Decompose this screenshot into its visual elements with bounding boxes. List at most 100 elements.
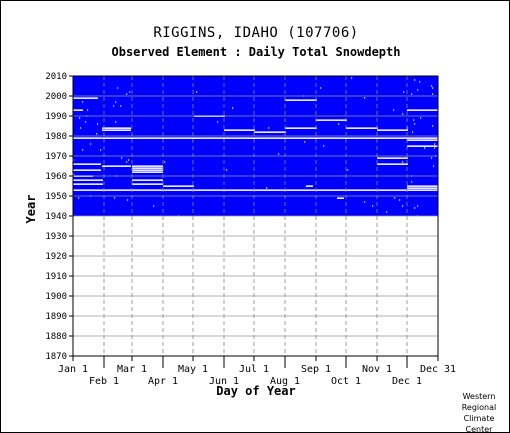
y-tick-label: 1910 [45, 272, 67, 282]
missing-segment [163, 185, 194, 187]
missing-day [113, 189, 115, 191]
missing-day [268, 127, 270, 129]
missing-day [217, 121, 219, 123]
observed-data-block [73, 76, 438, 216]
missing-day [403, 91, 405, 93]
missing-day [108, 127, 110, 129]
y-axis-label: Year [24, 195, 38, 224]
missing-day [407, 127, 409, 129]
x-tick-label: Aug 1 [270, 376, 300, 387]
missing-day [414, 79, 416, 81]
missing-day [424, 147, 426, 149]
missing-day [386, 211, 388, 213]
missing-segment [132, 167, 163, 169]
missing-day [153, 205, 155, 207]
missing-day [128, 159, 130, 161]
y-tick-label: 2010 [45, 72, 67, 82]
x-tick-label: May 1 [178, 364, 208, 375]
missing-day [431, 85, 433, 87]
missing-segment [73, 169, 101, 171]
missing-segment [346, 127, 378, 129]
missing-day [100, 149, 102, 151]
x-tick-label: Jun 1 [209, 376, 239, 387]
missing-segment [73, 97, 98, 99]
x-tick-label: Sep 1 [301, 364, 331, 375]
missing-day [73, 173, 75, 175]
missing-day [129, 91, 131, 93]
x-tick-label: Dec 31 [420, 364, 456, 375]
x-tick-label: Mar 1 [117, 364, 147, 375]
y-tick-label: 1960 [45, 172, 67, 182]
missing-day [113, 105, 115, 107]
missing-day [126, 161, 128, 163]
missing-day [425, 137, 427, 139]
missing-day [431, 157, 433, 159]
y-tick-label: 1950 [45, 192, 67, 202]
x-tick-label: Oct 1 [331, 376, 361, 387]
missing-segment [407, 145, 438, 147]
missing-day [323, 145, 325, 147]
missing-day [320, 87, 322, 89]
missing-day [164, 161, 166, 163]
y-tick-label: 1980 [45, 132, 67, 142]
chart-subtitle: Observed Element : Daily Total Snowdepth [111, 45, 401, 59]
missing-year-line [73, 189, 438, 191]
missing-day [394, 197, 396, 199]
credit-line: Regional [461, 403, 497, 412]
missing-day [120, 105, 122, 107]
credit-line: Center [465, 425, 493, 433]
missing-day [104, 165, 106, 167]
missing-day [90, 143, 92, 145]
missing-day [82, 149, 84, 151]
missing-day [82, 101, 84, 103]
y-tick-label: 1890 [45, 312, 67, 322]
missing-segment [377, 129, 408, 131]
missing-day [226, 169, 228, 171]
missing-day [372, 205, 374, 207]
x-tick-label: Jul 1 [239, 364, 269, 375]
missing-day [121, 157, 123, 159]
y-tick-label: 2000 [45, 92, 67, 102]
y-tick-label: 1880 [45, 332, 67, 342]
wrcc-credit: Western Regional Climate Center [453, 391, 505, 433]
missing-day [122, 189, 124, 191]
missing-segment [316, 119, 347, 121]
missing-day [115, 101, 117, 103]
missing-day [85, 121, 87, 123]
missing-day [125, 165, 127, 167]
x-tick-label: Dec 1 [392, 376, 422, 387]
credit-line: Climate [463, 414, 495, 423]
chart-title: RIGGINS, IDAHO (107706) [153, 25, 359, 41]
missing-day [266, 187, 268, 189]
missing-segment [285, 99, 317, 101]
x-tick-label: Jan 1 [58, 364, 88, 375]
missing-segment [73, 183, 103, 185]
missing-day [411, 181, 413, 183]
missing-day [411, 93, 413, 95]
missing-day [436, 189, 438, 191]
missing-day [80, 127, 82, 129]
missing-segment [407, 187, 438, 189]
missing-day [432, 125, 434, 127]
missing-day [432, 87, 434, 89]
missing-day [434, 143, 436, 145]
x-axis-label: Day of Year [216, 384, 295, 398]
missing-day [87, 109, 89, 111]
missing-segment [407, 185, 438, 187]
missing-segment [102, 129, 131, 131]
missing-segment [377, 157, 408, 159]
missing-day [304, 141, 306, 143]
missing-day [417, 89, 419, 91]
missing-day [417, 205, 419, 207]
missing-segment [285, 127, 317, 129]
missing-day [127, 199, 129, 201]
y-tick-label: 1970 [45, 152, 67, 162]
missing-segment [306, 185, 313, 187]
y-tick-label: 1870 [45, 352, 67, 362]
missing-day [364, 97, 366, 99]
missing-day [117, 87, 119, 89]
missing-segment [132, 179, 163, 181]
missing-day [402, 161, 404, 163]
